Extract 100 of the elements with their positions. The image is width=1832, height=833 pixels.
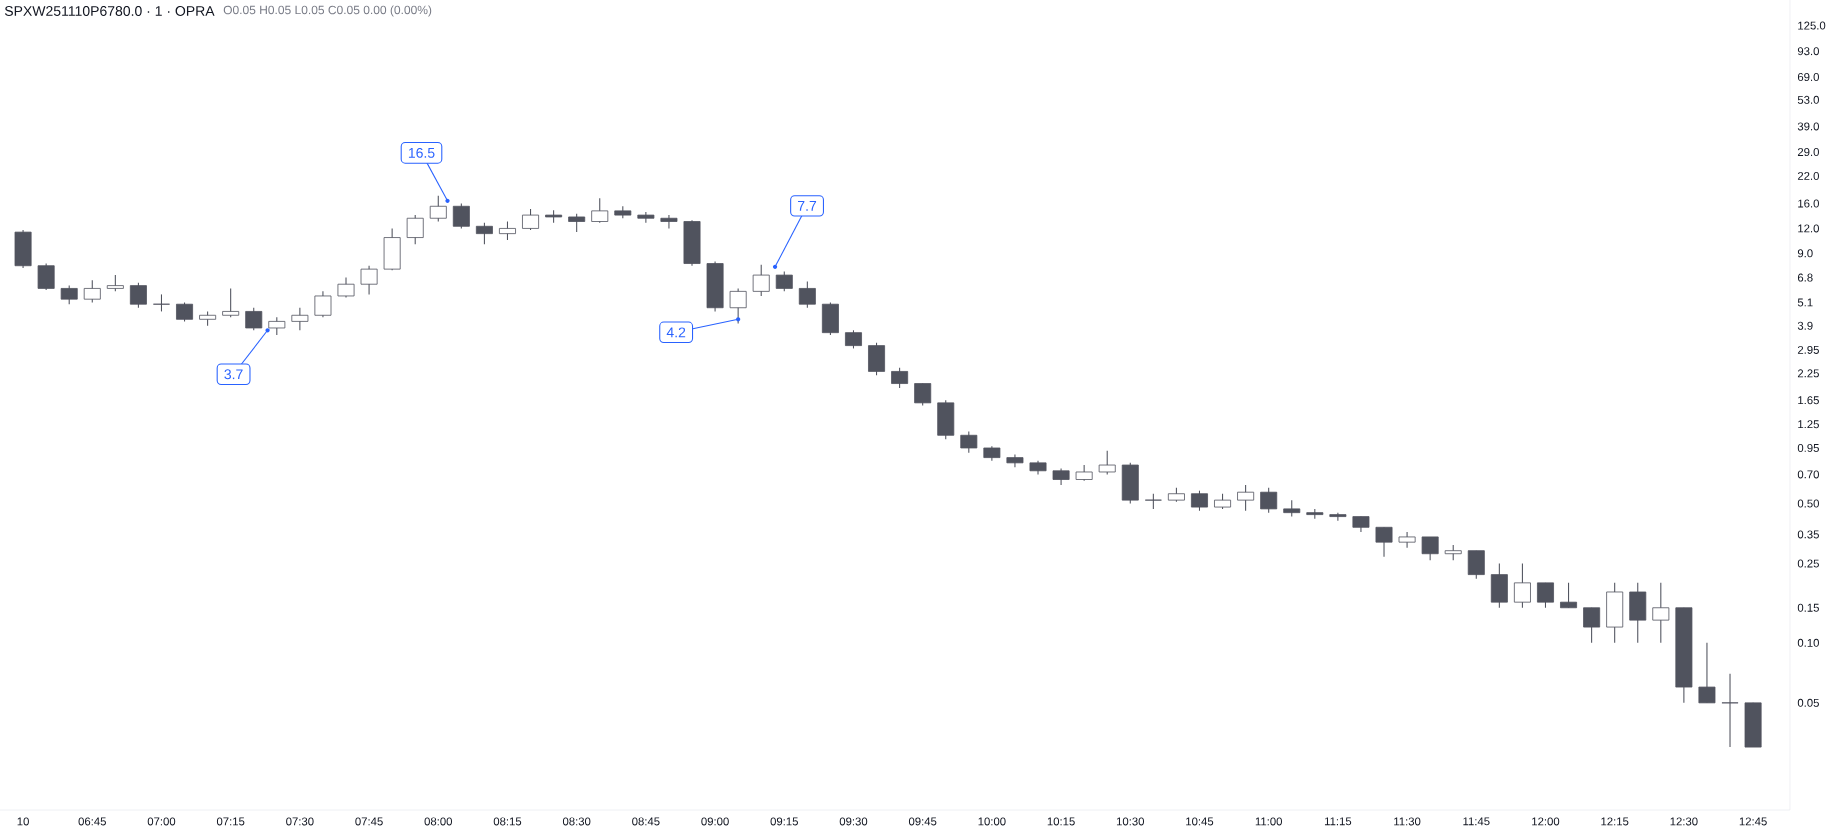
candlestick <box>775 270 793 292</box>
candlestick <box>1421 536 1439 561</box>
candlestick <box>314 290 332 318</box>
x-tick-label: 07:00 <box>147 817 176 826</box>
candlestick <box>1721 673 1739 748</box>
candlestick <box>245 307 263 331</box>
x-tick-label: 10:45 <box>1186 817 1214 826</box>
x-tick-label: 12:45 <box>1739 817 1767 826</box>
y-tick-label: 53.0 <box>1797 95 1819 104</box>
chart-subtitle: O0.05 H0.05 L0.05 C0.05 0.00 (0.00%) <box>223 5 432 17</box>
candlestick <box>60 285 78 305</box>
candlestick <box>475 222 493 245</box>
candlestick <box>337 277 355 299</box>
x-tick-label: 11:00 <box>1255 817 1282 826</box>
annotation: 16.5 <box>408 147 435 158</box>
candlestick <box>660 214 678 229</box>
candlestick <box>291 307 309 331</box>
candlestick <box>1652 582 1670 644</box>
annotation: 3.7 <box>224 369 243 380</box>
x-tick-label: 09:30 <box>839 817 868 826</box>
candlestick <box>1560 582 1578 609</box>
x-tick-label: 12:00 <box>1532 817 1560 826</box>
candlestick <box>360 265 378 295</box>
candlestick <box>406 214 424 245</box>
x-tick-label: 10:30 <box>1116 817 1145 826</box>
candlestick <box>752 264 770 297</box>
x-tick-label: 08:30 <box>562 817 591 826</box>
candlestick <box>1191 490 1208 512</box>
y-tick-label: 16.0 <box>1798 199 1819 208</box>
candlestick <box>1329 512 1347 522</box>
y-tick-label: 6.8 <box>1797 273 1813 282</box>
x-tick-label: 12:15 <box>1601 817 1629 826</box>
y-tick-label: 0.95 <box>1797 443 1819 452</box>
chart-title: SPXW251110P6780.0 · 1 · OPRA <box>4 6 215 16</box>
candlestick <box>522 208 540 231</box>
x-tick-label: 08:15 <box>493 817 522 826</box>
x-tick-label: 11:45 <box>1463 817 1490 826</box>
y-tick-label: 0.05 <box>1797 698 1819 707</box>
y-tick-label: 2.25 <box>1797 369 1819 378</box>
x-tick-label: 11:15 <box>1324 817 1352 826</box>
x-tick-label: 08:45 <box>632 817 660 826</box>
candlestick <box>1375 526 1393 558</box>
y-tick-label: 29.0 <box>1797 148 1819 157</box>
candlestick <box>798 280 816 309</box>
x-tick-label: 06:45 <box>78 817 106 826</box>
x-tick-label: 08:00 <box>424 817 452 826</box>
x-tick-label: 07:15 <box>216 817 245 826</box>
y-tick-label: 5.1 <box>1797 298 1813 307</box>
candlestick <box>568 213 586 233</box>
y-tick-label: 22.0 <box>1797 171 1819 180</box>
y-tick-label: 1.25 <box>1798 420 1819 429</box>
candlestick <box>891 367 909 389</box>
x-tick-label: 10:15 <box>1047 817 1075 826</box>
candlestick <box>1398 531 1416 549</box>
candlestick <box>1583 607 1601 644</box>
candlestick <box>452 202 470 229</box>
annotation: 4.2 <box>666 327 686 338</box>
x-tick-label: 07:30 <box>286 817 314 826</box>
y-tick-label: 69.0 <box>1797 73 1819 82</box>
y-tick-label: 3.9 <box>1797 321 1813 330</box>
candlestick <box>1513 562 1531 609</box>
x-tick-label: 10:00 <box>978 817 1006 826</box>
candlestick <box>845 329 862 349</box>
x-tick-label: 07:45 <box>355 817 383 826</box>
x-tick-label: 10 <box>17 817 29 826</box>
y-tick-label: 1.65 <box>1798 396 1819 405</box>
y-tick-label: 9.0 <box>1797 249 1813 258</box>
candlestick <box>129 282 147 309</box>
x-tick-label: 09:45 <box>908 817 937 826</box>
candlestick <box>1537 582 1554 609</box>
candlestick <box>960 430 978 454</box>
annotation: 7.7 <box>798 201 817 211</box>
x-tick-label: 09:00 <box>701 817 729 826</box>
y-tick-label: 0.50 <box>1797 499 1819 508</box>
candlestick <box>222 287 240 318</box>
candlestick <box>914 382 932 407</box>
y-tick-label: 0.35 <box>1797 530 1819 539</box>
candlestick <box>176 301 194 322</box>
candlestick <box>637 211 655 224</box>
y-tick-label: 93.0 <box>1797 47 1819 56</box>
candlestick <box>1467 550 1485 580</box>
y-tick-label: 0.70 <box>1797 470 1819 479</box>
candlestick <box>499 220 516 241</box>
y-tick-label: 0.25 <box>1797 559 1819 568</box>
y-tick-label: 2.95 <box>1797 345 1819 354</box>
candlestick <box>1260 487 1278 514</box>
y-tick-label: 125.0 <box>1798 21 1826 30</box>
candlestick <box>83 279 101 304</box>
y-tick-label: 12.0 <box>1798 224 1819 233</box>
candlestick <box>591 197 609 224</box>
x-tick-label: 11:30 <box>1394 817 1421 826</box>
x-tick-label: 12:30 <box>1670 817 1698 826</box>
y-tick-label: 0.15 <box>1797 603 1819 612</box>
candlestick <box>37 262 55 291</box>
candlestick <box>1237 484 1255 512</box>
candlestick <box>1698 642 1716 704</box>
y-tick-label: 39.0 <box>1797 122 1819 131</box>
y-tick-label: 0.10 <box>1797 638 1819 647</box>
x-tick-label: 09:15 <box>770 817 798 826</box>
candlestick <box>1098 450 1116 475</box>
